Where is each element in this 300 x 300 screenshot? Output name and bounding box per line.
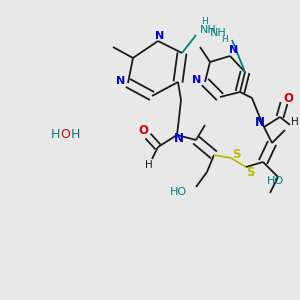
- Text: O: O: [283, 92, 293, 106]
- Text: H: H: [70, 128, 80, 142]
- Text: NH: NH: [210, 28, 226, 38]
- Text: HO: HO: [169, 187, 187, 197]
- Text: H: H: [201, 17, 207, 26]
- Text: NH: NH: [200, 25, 216, 35]
- Text: H: H: [220, 34, 227, 43]
- Text: N: N: [174, 133, 184, 146]
- Text: H: H: [50, 128, 60, 142]
- Text: S: S: [232, 148, 240, 160]
- Text: O: O: [138, 124, 148, 136]
- Text: N: N: [255, 116, 265, 128]
- Text: HO: HO: [266, 176, 283, 186]
- Text: N: N: [192, 75, 202, 85]
- Text: S: S: [246, 166, 254, 178]
- Text: O: O: [60, 128, 70, 142]
- Text: N: N: [230, 45, 238, 55]
- Text: N: N: [116, 76, 126, 86]
- Text: H: H: [145, 160, 153, 170]
- Text: H: H: [291, 117, 299, 127]
- Text: N: N: [155, 31, 165, 41]
